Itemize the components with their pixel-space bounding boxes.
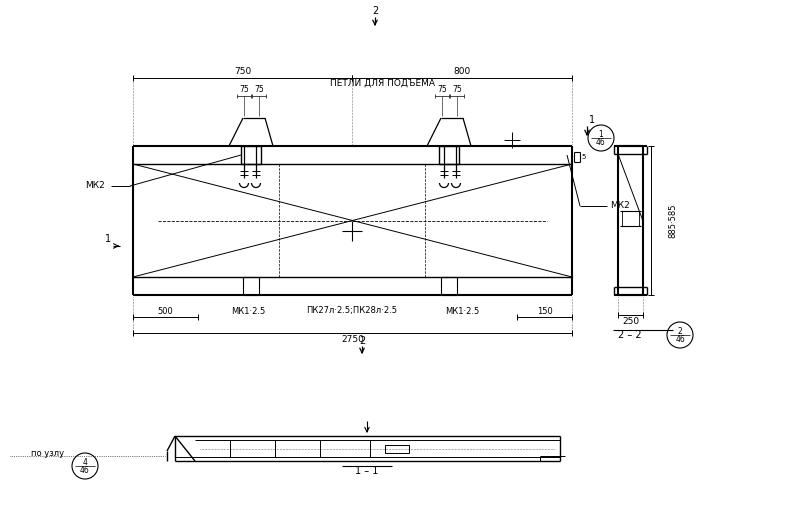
Bar — [441, 277, 457, 295]
Text: 46: 46 — [596, 138, 606, 148]
Text: МК1·2.5: МК1·2.5 — [445, 307, 479, 315]
Bar — [439, 146, 459, 164]
Text: 750: 750 — [234, 67, 251, 75]
Text: 75: 75 — [239, 86, 249, 94]
Bar — [241, 146, 261, 164]
Text: 4: 4 — [83, 458, 87, 467]
Text: 1 – 1: 1 – 1 — [355, 466, 379, 476]
Text: МК2: МК2 — [610, 202, 630, 211]
Text: по узлу: по узлу — [31, 448, 65, 458]
Text: 1: 1 — [589, 115, 595, 125]
Text: МК2: МК2 — [85, 182, 105, 190]
Text: 46: 46 — [80, 466, 90, 475]
Text: 2: 2 — [678, 327, 682, 336]
Text: ПЕТЛИ ДЛЯ ПОДЪЕМА: ПЕТЛИ ДЛЯ ПОДЪЕМА — [330, 78, 434, 88]
Bar — [385, 445, 409, 453]
Text: 150: 150 — [537, 307, 552, 315]
Text: 2: 2 — [372, 6, 378, 16]
Text: 250: 250 — [622, 317, 639, 327]
Text: 5: 5 — [582, 154, 586, 160]
Bar — [622, 211, 639, 226]
Text: 1: 1 — [599, 130, 604, 139]
Bar — [243, 277, 259, 295]
Text: 500: 500 — [157, 307, 173, 315]
Text: МК1·2.5: МК1·2.5 — [231, 307, 265, 315]
Text: 1: 1 — [105, 234, 111, 244]
Text: 75: 75 — [254, 86, 264, 94]
Text: 2 – 2: 2 – 2 — [618, 330, 642, 340]
Text: 2: 2 — [359, 336, 365, 346]
Text: 800: 800 — [453, 67, 471, 75]
Text: 75: 75 — [437, 86, 447, 94]
Text: 2750: 2750 — [341, 335, 364, 345]
Text: 75: 75 — [452, 86, 462, 94]
Text: ПК27л·2.5;ПК28л·2.5: ПК27л·2.5;ПК28л·2.5 — [306, 307, 397, 315]
Text: 46: 46 — [675, 335, 685, 345]
Text: 885·585: 885·585 — [668, 203, 678, 238]
